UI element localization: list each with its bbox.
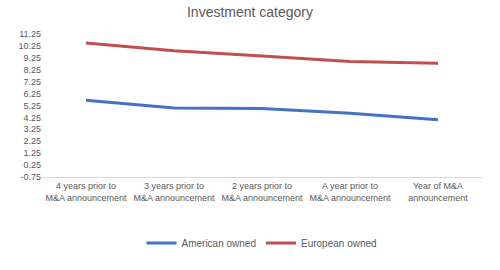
svg-text:3 years prior toM&A announceme: 3 years prior toM&A announcement bbox=[133, 181, 215, 203]
svg-text:Year of M&Aannouncement: Year of M&Aannouncement bbox=[408, 181, 468, 203]
svg-text:1.25: 1.25 bbox=[23, 148, 41, 158]
svg-text:European owned: European owned bbox=[301, 238, 377, 249]
svg-text:11.25: 11.25 bbox=[19, 29, 41, 39]
svg-text:2 years prior toM&A announceme: 2 years prior toM&A announcement bbox=[221, 181, 303, 203]
svg-text:9.25: 9.25 bbox=[23, 53, 41, 63]
svg-text:3.25: 3.25 bbox=[23, 124, 41, 134]
svg-text:4 years prior toM&A announceme: 4 years prior toM&A announcement bbox=[45, 181, 127, 203]
svg-text:A year prior toM&A announcemen: A year prior toM&A announcement bbox=[309, 181, 391, 203]
svg-text:8.25: 8.25 bbox=[23, 65, 41, 75]
svg-text:4.25: 4.25 bbox=[23, 113, 41, 123]
svg-text:-0.75: -0.75 bbox=[20, 172, 41, 182]
svg-text:10.25: 10.25 bbox=[18, 41, 41, 51]
svg-text:Investment category: Investment category bbox=[187, 4, 313, 20]
svg-text:7.25: 7.25 bbox=[23, 77, 41, 87]
svg-text:American owned: American owned bbox=[182, 238, 256, 249]
svg-text:2.25: 2.25 bbox=[23, 136, 41, 146]
svg-text:5.25: 5.25 bbox=[23, 101, 41, 111]
svg-text:0.25: 0.25 bbox=[23, 160, 41, 170]
svg-text:6.25: 6.25 bbox=[23, 89, 41, 99]
